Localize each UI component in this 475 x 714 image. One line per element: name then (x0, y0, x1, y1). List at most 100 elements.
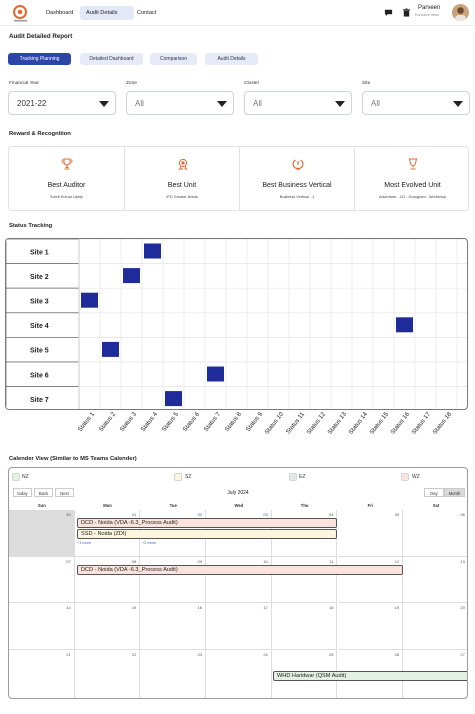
zone-value: All (135, 99, 144, 108)
reward-section-title: Reward & Recognition (9, 131, 71, 137)
calendar-day-number: 25 (329, 652, 334, 657)
site-select[interactable]: All (362, 91, 470, 115)
calendar-day-number: 23 (197, 652, 203, 657)
calendar-day-number: 20 (460, 605, 465, 610)
calendar-day-number: 04 (329, 512, 334, 517)
calendar-day-cell[interactable]: 17 (206, 603, 272, 650)
calendar-day-cell[interactable]: 09 (140, 557, 207, 603)
status-mark[interactable] (396, 317, 413, 333)
calendar-day-number: 17 (263, 605, 268, 610)
reward-subtitle: Sumit Kumar Uprity (50, 195, 83, 199)
calendar-day-cell[interactable]: 12 (337, 557, 404, 603)
status-mark[interactable] (165, 391, 182, 407)
calendar-day-number: 13 (460, 559, 465, 564)
calendar-day-cell[interactable]: 19 (337, 603, 404, 650)
chevron-down-icon (99, 101, 109, 107)
calendar-day-number: 22 (131, 652, 137, 657)
calendar-day-cell[interactable]: 22 (75, 650, 141, 698)
calendar-day-number: 21 (66, 652, 71, 657)
reward-title: Most Evolved Unit (384, 182, 441, 189)
tab-tracking-planning[interactable]: Tracking Planning (8, 53, 71, 65)
calendar-day-cell[interactable]: 21 (9, 650, 75, 698)
trophy-icon (61, 158, 73, 170)
cluster-select[interactable]: All (244, 91, 352, 115)
status-axis-label: Status 10 (263, 410, 285, 435)
calendar-day-number: 27 (460, 652, 465, 657)
medal-icon (178, 158, 188, 170)
more-events-link[interactable]: +1 more (77, 541, 92, 545)
avatar-image (455, 7, 466, 21)
calendar-month-view-button[interactable]: Month (444, 488, 465, 497)
calendar-day-cell[interactable]: 16 (140, 603, 207, 650)
calendar-day-cell[interactable]: 18 (271, 603, 338, 650)
calendar-day-number: 08 (131, 559, 137, 564)
calendar-day-number: 09 (197, 559, 203, 564)
calendar-day-cell[interactable]: 08 (74, 557, 141, 603)
calendar-event[interactable]: DCD - Noida (VDA -6.3_Process Audit) (77, 518, 337, 528)
legend-label-nz: NZ (22, 474, 29, 480)
legend-label-sz: SZ (185, 474, 192, 480)
avatar[interactable] (452, 4, 469, 21)
status-axis-label: Status 9 (245, 410, 265, 433)
top-navbar: Dashboard Audit Details Contact Parveen … (0, 0, 475, 26)
reward-title: Best Unit (167, 182, 197, 189)
chat-icon[interactable] (384, 8, 393, 17)
calendar-event[interactable]: WHD Haridwar (QSM Audit) (273, 671, 467, 681)
calendar-today-button[interactable]: today (13, 488, 32, 497)
filter-label-site: Site (362, 81, 371, 86)
zone-select[interactable]: All (126, 91, 234, 115)
calendar-day-number: 02 (197, 512, 203, 517)
filter-label-zone: Zone (126, 81, 137, 86)
tab-detailed-dashboard[interactable]: Detailed Dashboard (80, 53, 143, 65)
status-mark[interactable] (144, 243, 161, 259)
calendar-day-cell[interactable]: 07 (9, 557, 75, 603)
site-label: Site 2 (30, 274, 49, 281)
reward-subtitle: Adventure - CD - Gurugram - Workshop (378, 195, 447, 199)
calendar-day-number: 26 (394, 652, 400, 657)
tab-comparison[interactable]: Comparison (150, 53, 197, 65)
nav-dashboard[interactable]: Dashboard (46, 10, 74, 16)
calendar-back-button[interactable]: Back (34, 488, 53, 497)
calendar-day-cell[interactable]: 14 (9, 603, 75, 650)
status-mark[interactable] (123, 268, 140, 284)
status-axis-label: Status 2 (98, 410, 118, 433)
calendar-day-cell[interactable]: 20 (403, 603, 467, 650)
nav-contact[interactable]: Contact (137, 10, 157, 16)
calendar-day-cell[interactable]: 11 (271, 557, 338, 603)
status-mark[interactable] (207, 366, 224, 382)
more-events-link[interactable]: +2 more (142, 541, 157, 545)
calendar-day-number: 06 (460, 512, 465, 517)
calendar-event[interactable]: SSD - Noida (ZDI) (77, 529, 337, 539)
tab-audit-details[interactable]: Audit Details (205, 53, 258, 65)
calendar-day-cell[interactable]: 15 (74, 603, 141, 650)
calendar-day-cell[interactable]: 27 (403, 650, 467, 698)
calendar-day-cell[interactable]: 13 (403, 557, 467, 603)
status-axis-label: Status 16 (389, 410, 411, 435)
weekday-header: Sat (432, 503, 440, 508)
calendar-day-view-button[interactable]: Day (424, 488, 444, 497)
cluster-value: All (253, 99, 262, 108)
reward-title: Best Business Vertical (262, 182, 332, 189)
nav-audit-details[interactable]: Audit Details (80, 6, 134, 20)
status-mark[interactable] (102, 341, 119, 357)
calendar-next-button[interactable]: Next (55, 488, 74, 497)
reward-best-auditor: Best Auditor Sumit Kumar Uprity (9, 147, 125, 210)
calendar-event[interactable]: DCD - Noida (VDA -6.3_Process Audit) (77, 565, 403, 575)
calendar-day-cell[interactable]: 10 (206, 557, 272, 603)
status-axis-label: Status 15 (368, 410, 390, 435)
company-logo (13, 5, 27, 22)
calendar-day-cell[interactable]: 30 (9, 510, 75, 557)
calendar-day-number: 03 (263, 512, 268, 517)
weekday-header: Tue (169, 503, 177, 508)
status-mark[interactable] (81, 292, 98, 308)
trash-icon[interactable] (402, 8, 411, 17)
calendar-day-cell[interactable]: 23 (140, 650, 207, 698)
calendar-day-cell[interactable]: 06 (403, 510, 467, 557)
reward-subtitle: Business Vertical - 1 (279, 195, 315, 199)
calendar-day-cell[interactable]: 24 (206, 650, 272, 698)
calendar-day-cell[interactable]: 05 (337, 510, 404, 557)
status-axis-label: Status 6 (182, 410, 202, 433)
site-label: Site 3 (30, 299, 49, 306)
financial-year-select[interactable]: 2021-22 (8, 91, 116, 115)
reward-title: Best Auditor (47, 182, 86, 189)
